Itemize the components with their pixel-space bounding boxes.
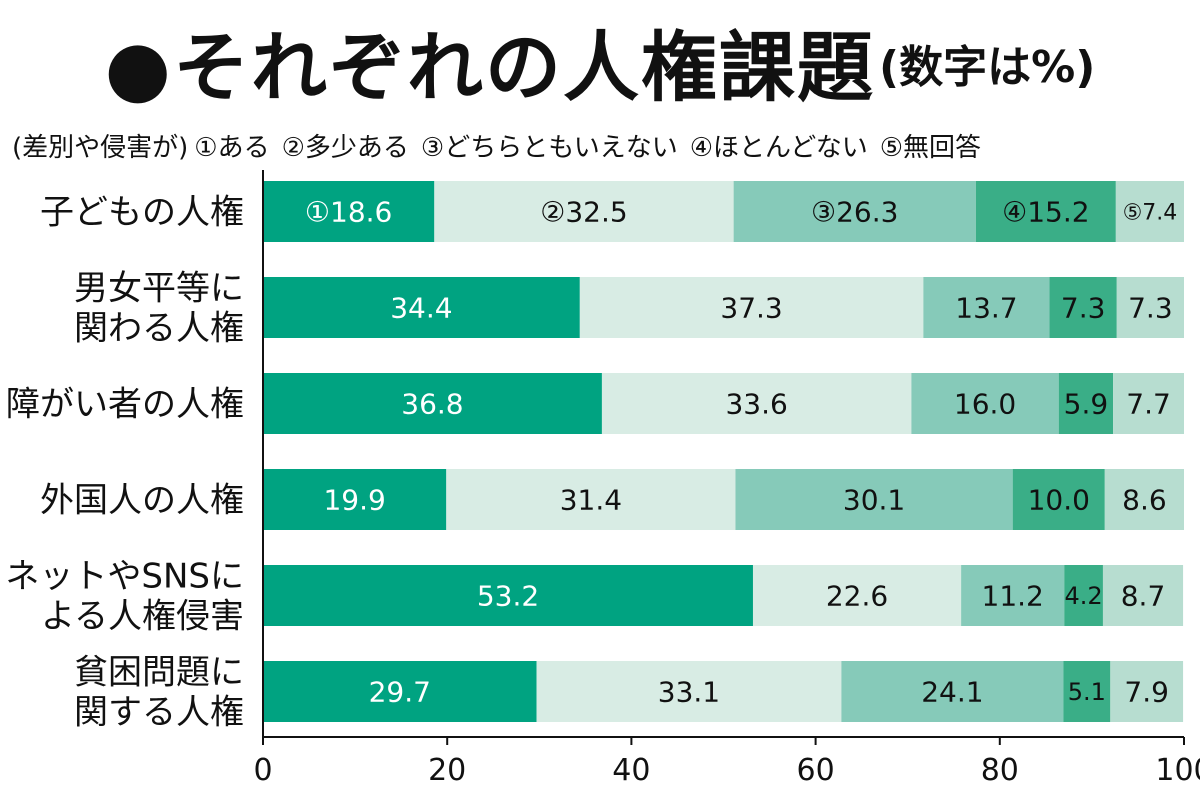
bar-segment-1-3 [733,181,976,242]
legend-item-3: ③どちらともいえない [420,133,678,163]
legend-item-2: ②多少ある [281,133,409,163]
legend-item-5: ⑤無回答 [879,133,982,163]
bar-segment-4-4 [1012,469,1105,530]
bar-value-label-3-3: 16.0 [954,388,1016,421]
bar-segment-5-4 [1064,565,1103,626]
bar-segment-3-1 [263,373,602,434]
bar-segment-3-3 [911,373,1059,434]
bar-value-label-2-4: 7.3 [1061,292,1106,325]
bar-value-label-6-1: 29.7 [369,676,431,709]
chart-title: ●それぞれの人権課題(数字は%) [0,18,1200,118]
bar-segment-2-4 [1049,277,1117,338]
bar-value-label-1-5: ⑤7.4 [1123,200,1178,225]
category-label-5-line-2: よる人権侵害 [41,597,244,637]
bar-segment-5-2 [752,565,962,626]
bar-segment-3-5 [1113,373,1184,434]
bar-value-label-6-3: 24.1 [921,676,983,709]
bar-segment-2-3 [923,277,1050,338]
category-label-3: 障がい者の人権 [6,385,244,425]
bar-value-label-2-3: 13.7 [955,292,1017,325]
x-tick-label-60: 60 [797,753,835,788]
bar-value-label-2-2: 37.3 [720,292,782,325]
bar-value-label-6-4: 5.1 [1068,678,1106,706]
bar-segment-5-5 [1102,565,1184,626]
bar-value-label-6-2: 33.1 [658,676,720,709]
category-label-5-line-1: ネットやSNSに [5,557,244,597]
bar-value-label-4-3: 30.1 [843,484,905,517]
bar-value-label-4-1: 19.9 [323,484,385,517]
bar-value-label-5-1: 53.2 [477,580,539,613]
category-label-1: 子どもの人権 [40,193,244,233]
chart-title-unit: (数字は%) [879,42,1096,93]
x-tick-label-40: 40 [612,753,650,788]
legend-item-4: ④ほとんどない [689,133,868,163]
bar-segment-6-2 [536,661,842,722]
bar-segment-3-4 [1058,373,1114,434]
bar-value-label-4-2: 31.4 [560,484,622,517]
bar-value-label-1-2: ②32.5 [540,196,627,229]
bar-value-label-1-1: ①18.6 [305,196,392,229]
bar-segment-2-2 [579,277,924,338]
bar-segment-5-3 [961,565,1065,626]
x-tick-label-80: 80 [981,753,1019,788]
bar-segment-1-5 [1115,181,1184,242]
bar-value-label-5-5: 8.7 [1121,580,1166,613]
bar-segment-2-5 [1116,277,1184,338]
bar-segment-6-1 [263,661,537,722]
bar-segment-4-5 [1104,469,1184,530]
bar-value-label-3-1: 36.8 [401,388,463,421]
bar-segment-6-4 [1063,661,1111,722]
bar-value-label-3-5: 7.7 [1126,388,1171,421]
legend-item-1: ①ある [194,133,270,163]
bar-segment-6-3 [841,661,1064,722]
legend: (差別や侵害が) ①ある ②多少ある ③どちらともいえない ④ほとんどない ⑤無回答 [12,128,1198,168]
bar-segment-4-2 [446,469,736,530]
category-label-2-line-2: 関わる人権 [74,309,244,349]
bar-segment-6-5 [1110,661,1184,722]
chart-title-main: ●それぞれの人権課題 [104,23,875,112]
bar-segment-5-1 [263,565,753,626]
bar-value-label-5-2: 22.6 [826,580,888,613]
x-tick-label-0: 0 [253,753,272,788]
bar-segment-1-2 [434,181,734,242]
bar-value-label-4-5: 8.6 [1122,484,1167,517]
bar-value-label-1-4: ④15.2 [1002,196,1089,229]
bar-value-label-3-4: 5.9 [1064,388,1109,421]
x-tick-label-20: 20 [428,753,466,788]
category-label-4: 外国人の人権 [40,481,244,521]
bar-value-label-2-5: 7.3 [1128,292,1173,325]
bar-segment-2-1 [263,277,580,338]
bar-value-label-6-5: 7.9 [1124,676,1169,709]
bar-segment-1-4 [975,181,1116,242]
bar-segment-1-1 [263,181,435,242]
bar-value-label-5-4: 4.2 [1065,582,1103,610]
category-label-6-line-1: 貧困問題に [74,653,244,693]
bar-segment-4-1 [263,469,447,530]
bar-segment-4-3 [735,469,1013,530]
bar-value-label-5-3: 11.2 [982,580,1044,613]
bar-value-label-3-2: 33.6 [725,388,787,421]
category-label-2-line-1: 男女平等に [74,269,244,309]
category-label-6-line-2: 関する人権 [74,693,244,733]
bar-value-label-4-4: 10.0 [1028,484,1090,517]
bar-value-label-1-3: ③26.3 [811,196,898,229]
bar-value-label-2-1: 34.4 [390,292,452,325]
x-tick-label-100: 100 [1155,753,1200,788]
legend-prefix: (差別や侵害が) [12,133,189,163]
bar-segment-3-2 [601,373,912,434]
